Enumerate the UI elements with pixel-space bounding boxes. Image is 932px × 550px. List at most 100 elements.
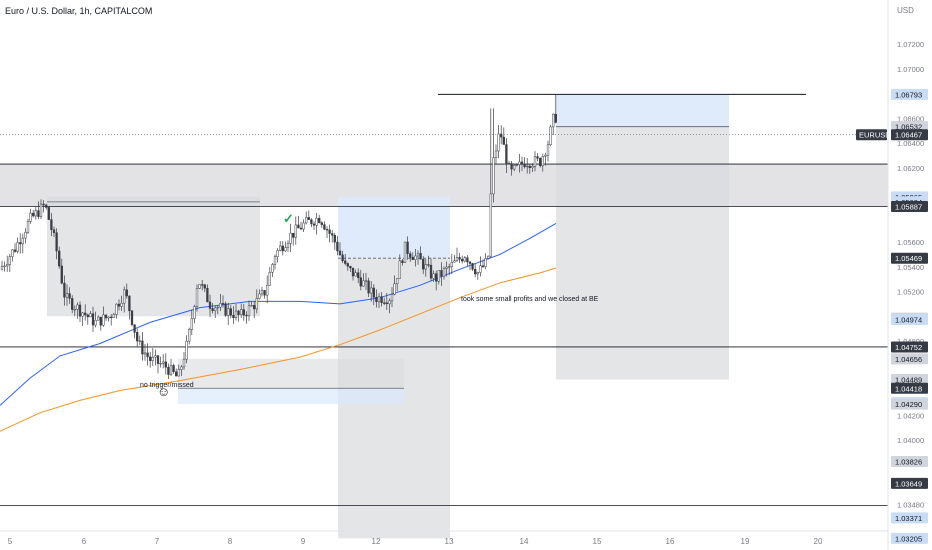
candle-up	[143, 352, 147, 355]
candle-down	[206, 287, 209, 303]
candle-down	[481, 265, 485, 267]
annotation-layer: took some small profits and we closed at…	[140, 211, 599, 399]
candle-down	[133, 324, 136, 333]
candle-down	[375, 297, 378, 303]
candle-down	[208, 301, 212, 309]
candle-up	[195, 288, 199, 307]
candle-up	[29, 212, 32, 222]
candle-up	[39, 203, 43, 217]
price-badge	[891, 512, 928, 524]
candle-up	[169, 365, 173, 375]
candle-up	[289, 232, 292, 244]
candle-down	[201, 284, 204, 286]
candle-down	[156, 355, 160, 364]
candle-down	[318, 217, 321, 223]
candle-up	[115, 303, 118, 315]
candle-up	[73, 309, 76, 311]
candle-up	[432, 273, 435, 279]
symbol-badge-label: EURUSD	[859, 131, 891, 140]
candle-down	[149, 356, 152, 361]
candle-up	[227, 308, 230, 316]
candle-down	[58, 250, 61, 267]
candle-up	[398, 260, 401, 279]
candle-up	[354, 272, 357, 277]
candle-down	[523, 164, 526, 168]
price-badge	[891, 477, 928, 489]
candle-up	[403, 241, 407, 263]
time-axis[interactable]: 5 6 7 8 9 12 13 14 15 16 19 20	[8, 537, 823, 546]
range-box-left	[47, 196, 260, 317]
price-tick-label: 1.06400	[897, 139, 924, 148]
smiley-icon: ☺	[157, 384, 170, 399]
candle-up	[445, 266, 448, 269]
candle-up	[414, 255, 417, 260]
candle-down	[297, 224, 300, 229]
candle-down	[406, 241, 409, 254]
price-badge-label: 1.05469	[895, 254, 922, 263]
candle-up	[112, 314, 115, 318]
candle-up	[549, 126, 552, 146]
target-box-low	[178, 388, 404, 405]
candle-down	[367, 280, 370, 294]
candle-down	[60, 265, 63, 284]
note-no-trigger: no trigger/missed	[140, 382, 194, 389]
candle-down	[435, 273, 438, 282]
price-badge-label: 1.04489	[895, 375, 922, 384]
candle-up	[16, 242, 19, 252]
candle-down	[175, 371, 178, 377]
candle-down	[320, 222, 323, 225]
candle-down	[164, 361, 167, 368]
price-badge-label: 1.04974	[895, 315, 922, 324]
candle-up	[492, 157, 495, 195]
candle-down	[536, 156, 539, 159]
candle-down	[411, 256, 414, 260]
candle-up	[94, 319, 97, 326]
candle-up	[6, 264, 9, 267]
price-badge-label: 1.04752	[895, 343, 922, 352]
price-axis[interactable]: 1.07200 1.07000 1.06600 1.06400 1.06200 1.056…	[856, 40, 928, 544]
candle-up	[120, 302, 123, 307]
candle-down	[427, 264, 430, 266]
candle-up	[284, 247, 287, 252]
price-badge-label: 1.04290	[895, 400, 922, 409]
candle-up	[484, 258, 487, 267]
candle-up	[266, 284, 269, 296]
price-badge-label: 1.04418	[895, 384, 922, 393]
candle-up	[182, 358, 186, 368]
candle-up	[185, 340, 188, 360]
candle-up	[533, 156, 537, 167]
price-badge	[891, 313, 928, 325]
price-tick-label: 1.05600	[897, 238, 924, 247]
candle-down	[110, 316, 113, 319]
candle-up	[97, 316, 100, 321]
candle-down	[104, 314, 108, 319]
candle-up	[526, 165, 529, 168]
moving-average-slow	[0, 267, 557, 432]
candle-down	[323, 224, 326, 230]
candle-down	[344, 260, 347, 264]
price-badge-label: 1.04656	[895, 355, 922, 364]
candle-down	[461, 258, 464, 262]
candle-up	[463, 257, 466, 262]
chart-title: Euro / U.S. Dollar, 1h, CAPITALCOM	[5, 6, 152, 16]
candle-up	[107, 316, 110, 319]
candle-down	[229, 308, 232, 316]
time-tick-label: 16	[666, 537, 675, 546]
candle-up	[198, 284, 201, 289]
candle-up	[315, 217, 318, 226]
candle-down	[338, 250, 342, 256]
candle-down	[71, 298, 74, 310]
symbol-badge	[856, 129, 887, 141]
candle-up	[271, 264, 274, 273]
candle-down	[401, 260, 404, 263]
price-badge-label: 1.05887	[895, 202, 922, 211]
candle-up	[362, 280, 365, 287]
time-tick-label: 6	[82, 537, 87, 546]
candle-up	[177, 369, 180, 377]
candle-up	[81, 312, 84, 317]
candle-up	[216, 306, 219, 309]
price-badge	[891, 200, 928, 212]
candle-down	[221, 303, 225, 305]
price-badge-label: 1.03826	[895, 458, 922, 467]
